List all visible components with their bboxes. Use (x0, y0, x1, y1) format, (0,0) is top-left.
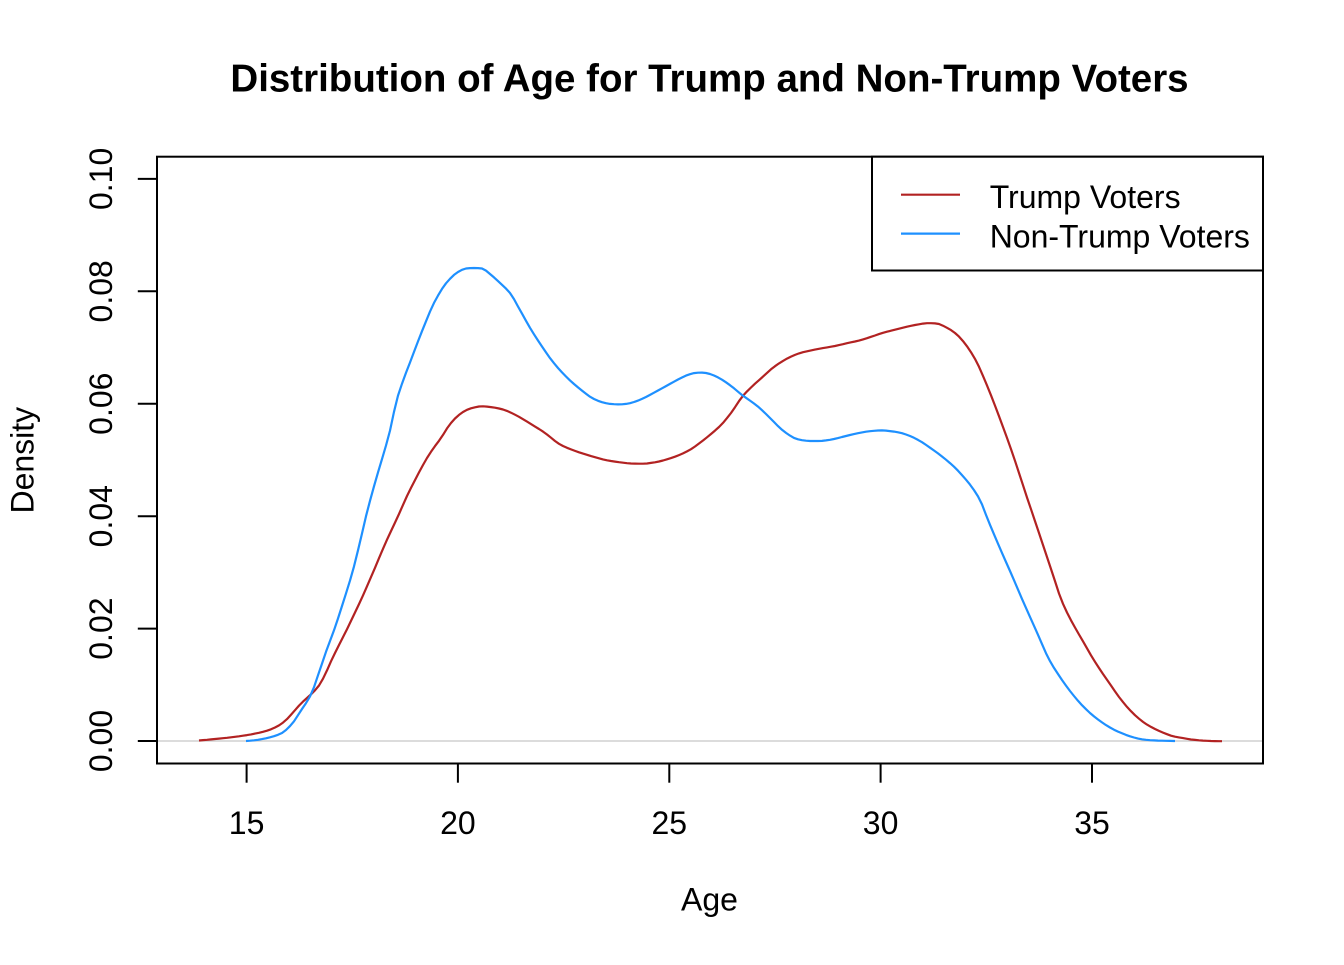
svg-text:0.02: 0.02 (83, 597, 119, 659)
svg-text:Trump Voters: Trump Voters (990, 179, 1181, 215)
svg-text:0.08: 0.08 (83, 260, 119, 322)
svg-text:0.04: 0.04 (83, 485, 119, 547)
svg-text:0.10: 0.10 (83, 148, 119, 210)
svg-text:30: 30 (863, 805, 899, 841)
svg-text:0.00: 0.00 (83, 710, 119, 772)
svg-text:35: 35 (1074, 805, 1110, 841)
svg-text:20: 20 (440, 805, 476, 841)
svg-text:Age: Age (681, 882, 738, 918)
svg-text:0.06: 0.06 (83, 373, 119, 435)
svg-text:Distribution of Age for Trump: Distribution of Age for Trump and Non-Tr… (230, 57, 1188, 100)
svg-text:Density: Density (5, 407, 41, 514)
svg-text:15: 15 (229, 805, 265, 841)
svg-text:25: 25 (652, 805, 688, 841)
svg-text:Non-Trump Voters: Non-Trump Voters (990, 219, 1250, 255)
